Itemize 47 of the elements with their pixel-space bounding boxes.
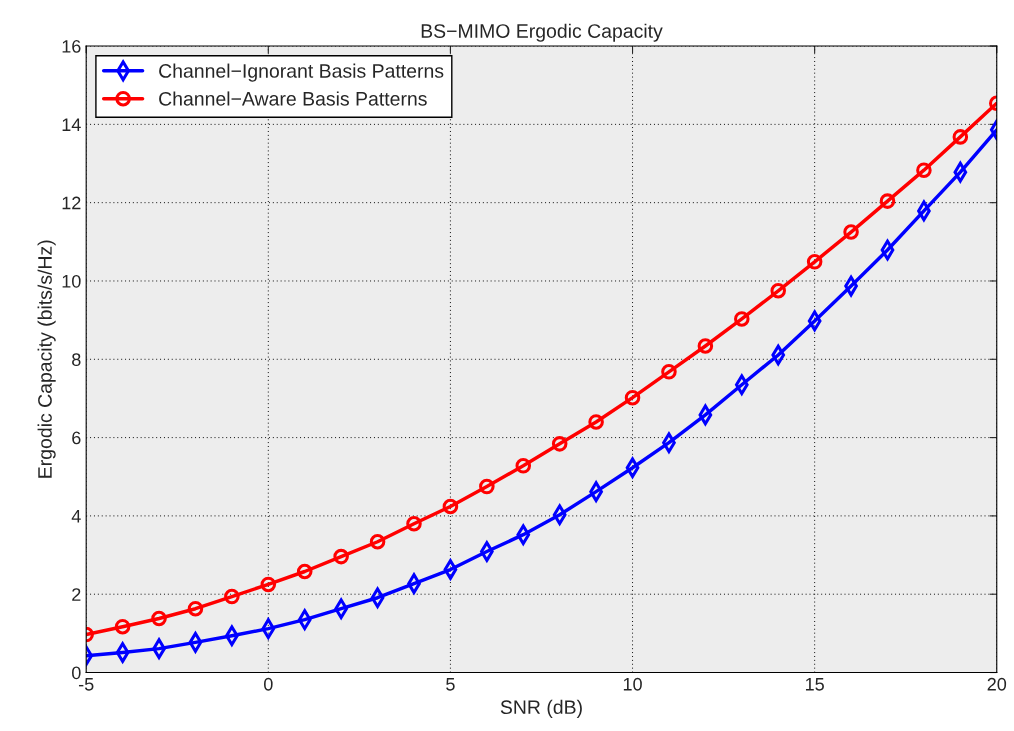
x-tick-label: 15 [805, 678, 824, 691]
y-tick-label: 2 [72, 588, 81, 601]
legend-label: Channel−Ignorant Basis Patterns [159, 63, 444, 82]
point [333, 548, 349, 565]
chart-title: BS−MIMO Ergodic Capacity [421, 23, 663, 42]
point [443, 559, 458, 580]
x-axis-title: SNR (dB) [500, 699, 582, 718]
point [151, 610, 167, 627]
point [952, 129, 969, 145]
point [697, 338, 714, 354]
point [296, 563, 313, 580]
x-tick-label: 0 [263, 677, 273, 691]
point [515, 458, 532, 474]
point [770, 282, 787, 299]
point [224, 588, 240, 605]
point [916, 162, 932, 178]
point [806, 254, 823, 270]
y-tick-label: 12 [62, 196, 81, 210]
point [588, 414, 604, 430]
x-tick-label: 5 [446, 678, 455, 691]
point [661, 364, 677, 380]
point [406, 515, 422, 532]
point [115, 642, 130, 663]
point [843, 224, 859, 240]
x-tick-label: 20 [987, 677, 1007, 691]
point [442, 498, 459, 515]
y-tick-label: 8 [72, 353, 81, 367]
y-axis-title: Ergodic Capacity (bits/s/Hz) [37, 240, 56, 478]
point [479, 478, 495, 495]
point [551, 436, 568, 452]
y-tick-label: 0 [71, 666, 81, 680]
point [260, 576, 277, 593]
y-tick-label: 10 [62, 274, 81, 288]
y-tick-label: 14 [62, 118, 81, 131]
x-tick-label: -5 [78, 678, 94, 691]
point [369, 533, 386, 550]
y-tick-label: 16 [62, 39, 81, 53]
point [187, 600, 204, 617]
point [734, 311, 750, 327]
point [624, 389, 641, 406]
y-tick-label: 4 [71, 510, 81, 523]
point [188, 632, 203, 653]
point [879, 193, 896, 209]
y-tick-label: 6 [72, 431, 81, 445]
x-tick-label: 10 [623, 677, 642, 691]
legend-label: Channel−Aware Basis Patterns [159, 91, 427, 106]
point [114, 618, 131, 635]
